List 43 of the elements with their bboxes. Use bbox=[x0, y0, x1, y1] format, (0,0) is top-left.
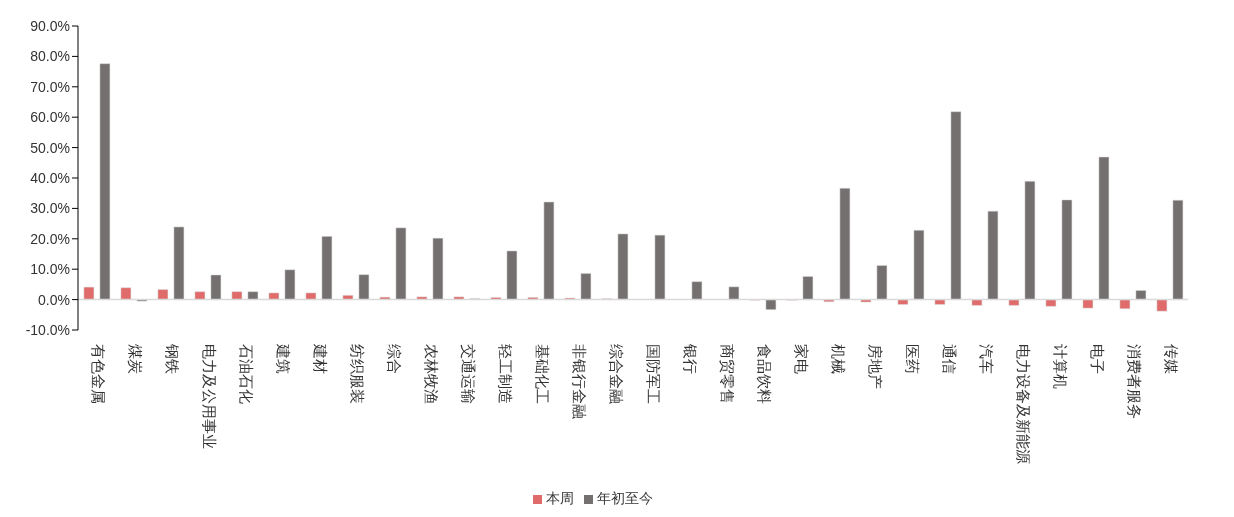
x-tick-label: 银行 bbox=[681, 343, 699, 374]
x-tick-label: 综合 bbox=[385, 344, 403, 374]
x-tick-label: 轻工制造 bbox=[496, 344, 514, 404]
x-tick-label: 通信 bbox=[940, 344, 958, 374]
x-tick-label: 农林牧渔 bbox=[422, 344, 440, 404]
y-tick-label: 0.0% bbox=[38, 291, 70, 308]
y-tick-label: 90.0% bbox=[30, 17, 70, 34]
x-tick-label: 房地产 bbox=[866, 344, 884, 389]
x-tick-label: 商贸零售 bbox=[718, 344, 736, 404]
x-tick-label: 钢铁 bbox=[163, 343, 181, 374]
x-tick-label: 建筑 bbox=[274, 343, 292, 374]
x-tick-label: 煤炭 bbox=[126, 344, 144, 374]
y-tick-label: 70.0% bbox=[30, 78, 70, 95]
y-tick-label: 80.0% bbox=[30, 48, 70, 65]
x-tick-label: 石油石化 bbox=[237, 344, 255, 404]
y-tick-label: 40.0% bbox=[30, 169, 70, 186]
x-tick-label: 国防军工 bbox=[644, 344, 662, 404]
x-tick-label: 有色金属 bbox=[89, 344, 107, 404]
legend-label: 本周 bbox=[546, 490, 574, 506]
x-tick-label: 消费者服务 bbox=[1125, 344, 1143, 419]
x-tick-label: 汽车 bbox=[977, 344, 995, 374]
x-tick-label: 电力设备及新能源 bbox=[1014, 344, 1032, 464]
legend-label: 年初至今 bbox=[597, 490, 653, 506]
x-tick-label: 交通运输 bbox=[459, 344, 477, 404]
x-tick-label: 食品饮料 bbox=[755, 344, 773, 404]
y-tick-label: 20.0% bbox=[30, 230, 70, 247]
x-tick-label: 基础化工 bbox=[533, 344, 551, 404]
x-tick-label: 非银行金融 bbox=[570, 344, 588, 419]
y-tick-label: 30.0% bbox=[30, 200, 70, 217]
x-tick-label: 电力及公用事业 bbox=[200, 344, 218, 449]
x-tick-label: 医药 bbox=[903, 344, 921, 374]
x-tick-label: 综合金融 bbox=[607, 344, 625, 404]
y-tick-label: 60.0% bbox=[30, 109, 70, 126]
y-tick-label: 50.0% bbox=[30, 139, 70, 156]
x-tick-label: 家电 bbox=[792, 344, 810, 374]
y-tick-label: 10.0% bbox=[30, 261, 70, 278]
x-tick-label: 建材 bbox=[311, 343, 329, 374]
x-tick-label: 纺织服装 bbox=[348, 344, 366, 404]
y-tick-label: -10.0% bbox=[25, 321, 70, 338]
x-tick-label: 电子 bbox=[1088, 344, 1106, 374]
x-tick-label: 机械 bbox=[829, 344, 847, 374]
x-tick-label: 传媒 bbox=[1162, 344, 1180, 374]
x-tick-label: 计算机 bbox=[1051, 344, 1069, 389]
